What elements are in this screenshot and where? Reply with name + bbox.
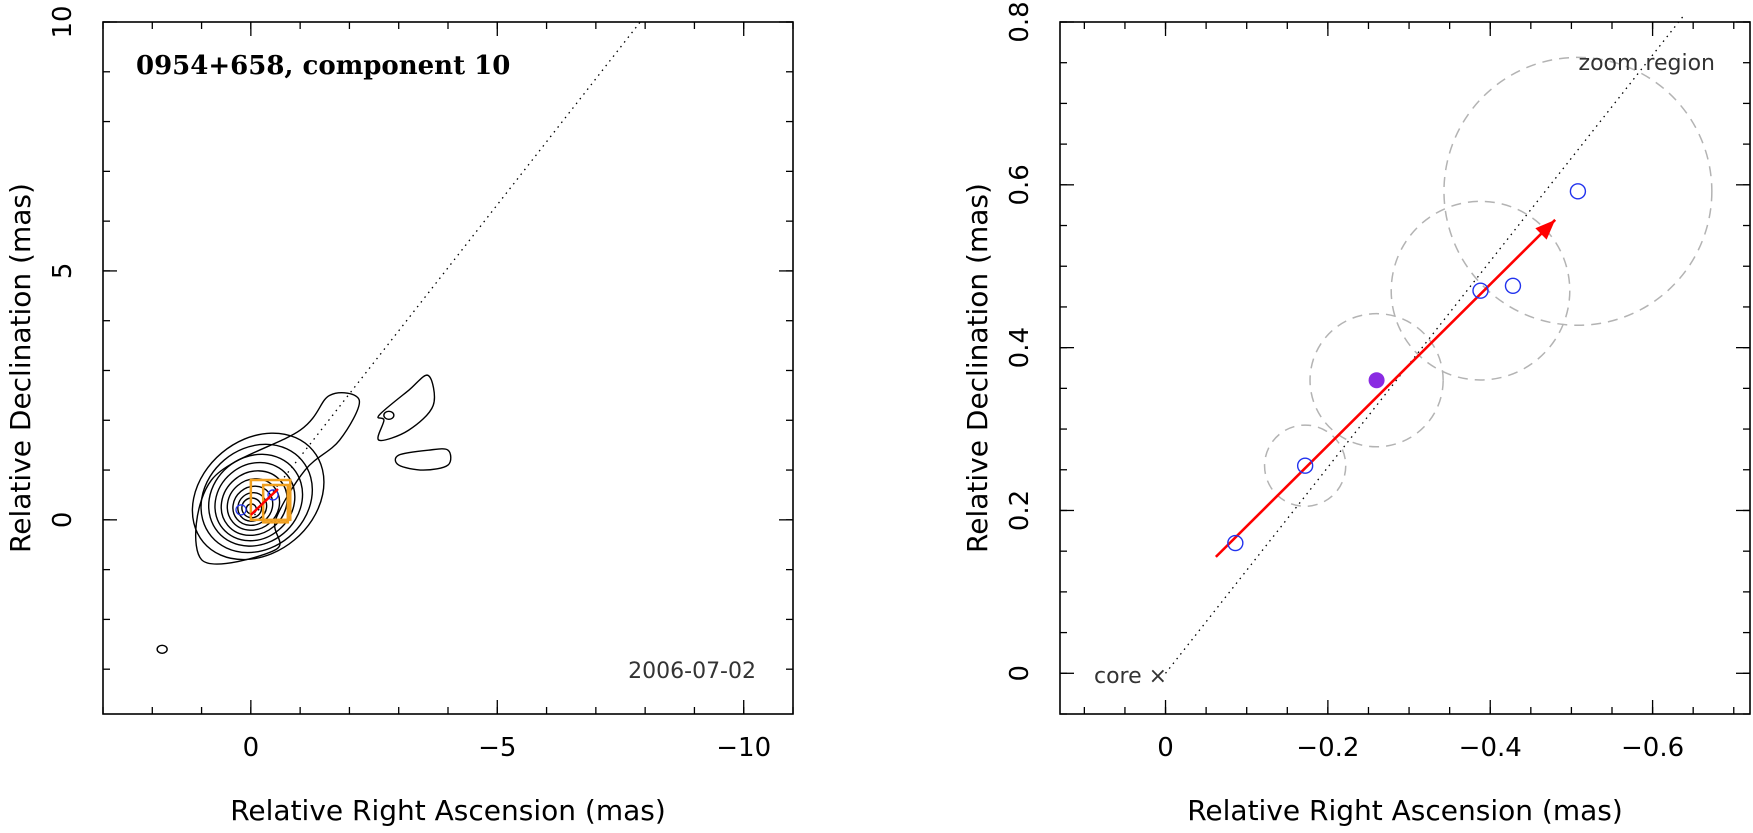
y-tick-label: 5 <box>48 263 78 280</box>
outer-contour <box>377 374 436 442</box>
y-tick-label: 0 <box>48 512 78 529</box>
velocity-arrow <box>1214 218 1557 558</box>
left-xlabel: Relative Right Ascension (mas) <box>230 794 666 827</box>
x-tick-label: −5 <box>478 733 516 763</box>
error-circle <box>1309 312 1444 448</box>
zoom-box <box>249 478 292 522</box>
right-ticks: 0 −0.2 −0.4 −0.6 0 0.2 0.4 0.6 0.8 <box>1005 1 1750 763</box>
right-xlabel: Relative Right Ascension (mas) <box>1187 794 1623 827</box>
small-contour <box>156 644 168 654</box>
jet-axis-line <box>1165 13 1686 674</box>
right-panel: 0 −0.2 −0.4 −0.6 0 0.2 0.4 0.6 0.8 zoom region c… <box>961 1 1751 827</box>
x-tick-label: 0 <box>1157 733 1174 763</box>
core-contour <box>200 443 314 554</box>
zoom-region-label: zoom region <box>1579 51 1715 76</box>
x-tick-label: 0 <box>243 733 260 763</box>
velocity-arrow-head <box>1535 219 1556 240</box>
small-contour <box>383 410 395 420</box>
y-tick-label: 0 <box>1005 665 1035 682</box>
filled-position-point <box>1368 372 1385 389</box>
core-contour <box>214 461 296 542</box>
outer-contour <box>194 392 360 565</box>
x-tick-label: −0.2 <box>1296 733 1359 763</box>
position-point <box>1504 277 1522 294</box>
core-contour <box>232 485 274 527</box>
epoch-label: 2006-07-02 <box>628 659 756 684</box>
y-tick-label: 0.2 <box>1005 490 1035 531</box>
y-tick-label: 0.8 <box>1005 1 1035 42</box>
left-panel: 0 −5 −10 0 5 10 0954+658, component 10 2006-0… <box>4 5 794 827</box>
left-plot-frame <box>102 21 794 715</box>
right-marks <box>1165 13 1713 674</box>
right-ylabel: Relative Declination (mas) <box>961 183 994 553</box>
position-point <box>1472 282 1489 299</box>
x-tick-label: −0.6 <box>1621 733 1684 763</box>
contour-map <box>156 374 452 654</box>
position-point <box>1296 457 1314 474</box>
outer-contour <box>394 448 452 471</box>
x-tick-label: −0.4 <box>1459 733 1522 763</box>
left-ylabel: Relative Declination (mas) <box>4 183 37 553</box>
error-circle <box>1263 424 1347 508</box>
core-contour <box>191 432 325 561</box>
left-title: 0954+658, component 10 <box>136 51 510 81</box>
left-marks <box>235 21 641 524</box>
component-position <box>267 489 279 501</box>
position-point <box>1227 534 1244 552</box>
core-label: core × <box>1094 664 1167 689</box>
right-plot-frame <box>1059 21 1751 715</box>
error-circle <box>1390 200 1571 381</box>
left-ticks: 0 −5 −10 0 5 10 <box>48 5 794 763</box>
core-contour <box>207 453 304 547</box>
position-point <box>1569 183 1587 200</box>
x-tick-label: −10 <box>716 733 771 763</box>
y-tick-label: 10 <box>48 5 78 38</box>
jet-axis-line <box>250 21 641 521</box>
core-contour <box>220 470 288 537</box>
component-position <box>235 504 247 516</box>
error-circle <box>1443 56 1713 327</box>
y-tick-label: 0.4 <box>1005 327 1035 368</box>
velocity-vector <box>249 488 279 516</box>
y-tick-label: 0.6 <box>1005 164 1035 205</box>
